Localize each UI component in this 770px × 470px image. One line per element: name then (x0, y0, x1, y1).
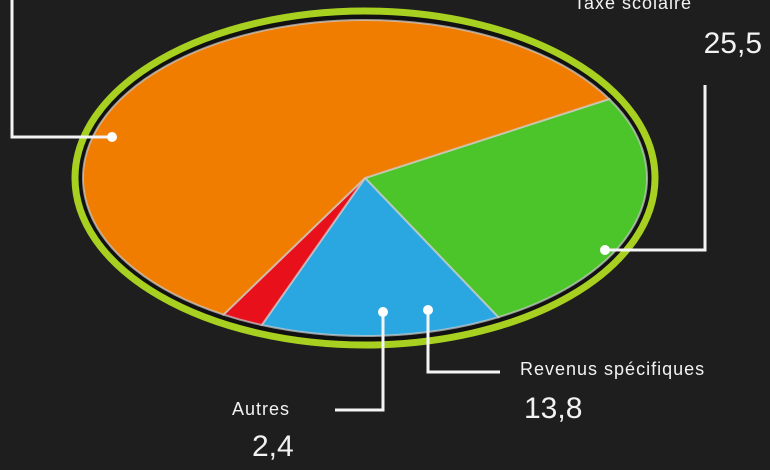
value-label: 2,4 (252, 430, 294, 463)
leader-dot (423, 305, 433, 315)
pie-slice (82, 19, 612, 316)
leader-line (10, 0, 112, 139)
slice-label: Autres (232, 399, 290, 419)
leader-dot (600, 245, 610, 255)
value-label: 13,8 (524, 392, 582, 425)
leader-dot (378, 307, 388, 317)
slices (82, 19, 648, 337)
leader-line (426, 310, 500, 374)
slice-label: Taxe scolaire (574, 0, 692, 13)
leader-dot (107, 132, 117, 142)
pie-slice (363, 97, 648, 319)
leader-line (335, 312, 385, 412)
value-label: 25,5 (704, 27, 762, 60)
slice-label: Revenus spécifiques (520, 359, 705, 379)
leader-line (605, 85, 707, 252)
